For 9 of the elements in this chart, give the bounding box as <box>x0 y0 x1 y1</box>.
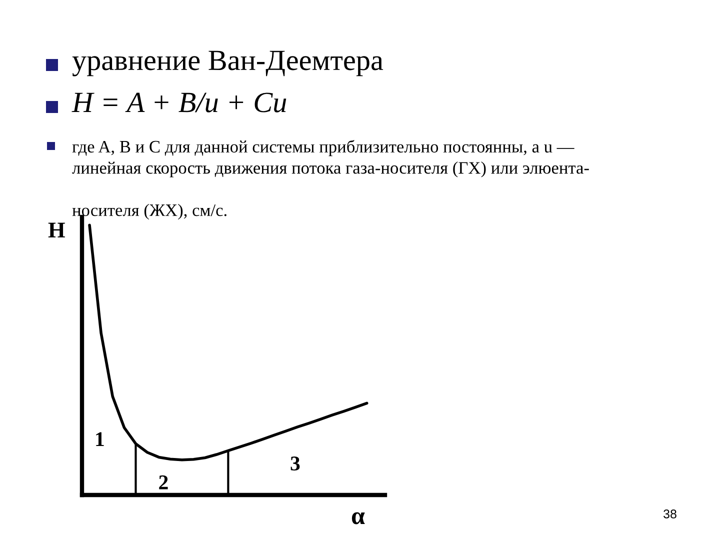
y-axis-title: H <box>48 222 65 238</box>
chart-subtitle: H = A + B/u + Cu <box>72 92 286 112</box>
annotation: 1 <box>96 432 104 446</box>
x-axis-title: α <box>352 512 365 524</box>
text: 38 <box>664 510 676 518</box>
chart-title: уравнение Ван-Деемтера <box>72 50 384 76</box>
annotation: 2 <box>159 475 168 490</box>
annotation: 3 <box>290 456 300 471</box>
text: где A, B и C для данной системы приблизительно постоянны, а u — линейная скорость движения потока газа-носителя (ГХ) или элюента- носителя (ЖХ), см/с. <box>72 140 589 220</box>
